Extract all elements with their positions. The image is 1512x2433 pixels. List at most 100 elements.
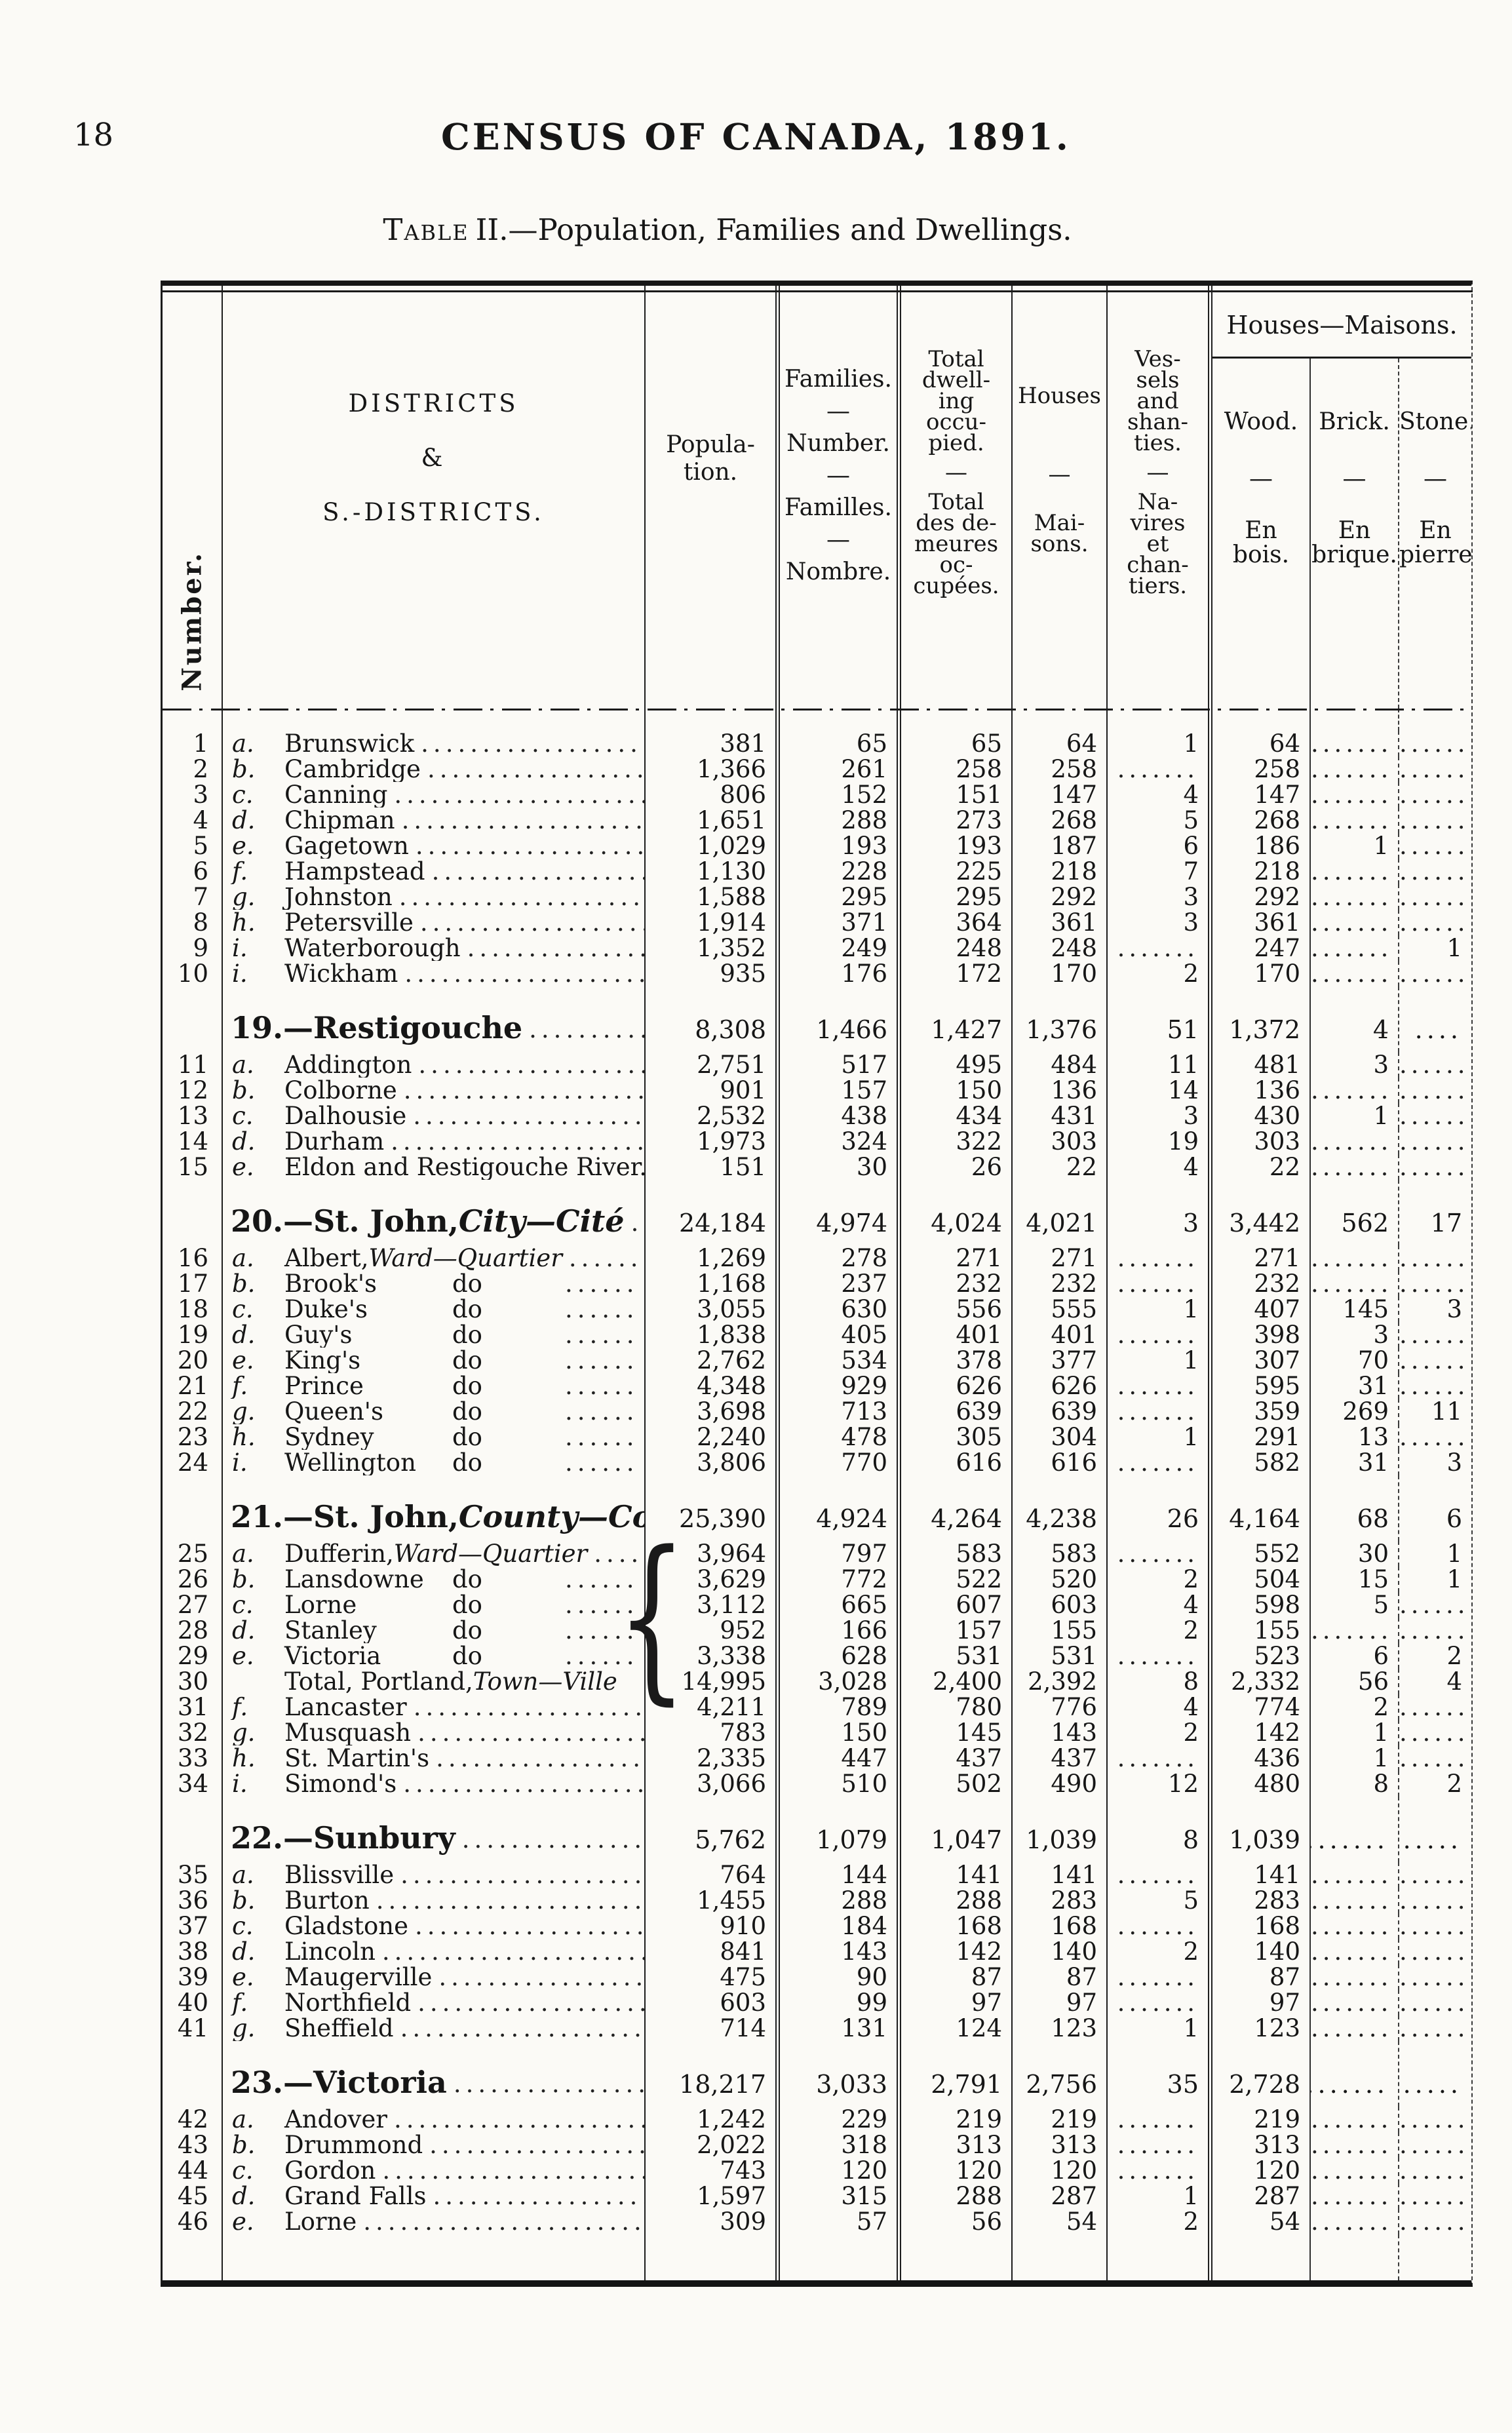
wood-cell: 291 [1208, 1424, 1309, 1450]
houses-cell: 603 [1011, 1592, 1106, 1618]
leader-dots: ........................................… [398, 884, 644, 910]
dwelling-cell: 232 [897, 1271, 1011, 1296]
header-line: and [1136, 388, 1179, 414]
wood-cell: 481 [1208, 1052, 1309, 1078]
dwelling-cell: 1,047 [897, 1797, 1011, 1862]
brick-cell: ....... [1309, 2107, 1398, 2132]
leader-dots: ........................................… [415, 833, 644, 859]
district-letter: g. [232, 2015, 256, 2041]
vessels-cell: 7 [1106, 859, 1208, 884]
row-number-cell: 40 [177, 1990, 208, 2015]
population-cell: 2,022 [644, 2132, 775, 2158]
stone-cell: ....... [1398, 1373, 1471, 1399]
leader-dots: ........................................… [381, 1939, 644, 1964]
district-name: Lancaster [284, 1694, 407, 1720]
houses-cell: 219 [1011, 2107, 1106, 2132]
vessels-cell: 8 [1106, 1669, 1208, 1694]
brick-cell: ....... [1309, 1129, 1398, 1154]
dwelling-cell: 288 [897, 2183, 1011, 2209]
wood-cell: 552 [1208, 1541, 1309, 1567]
district-letter: a. [232, 1541, 254, 1567]
houses-cell: 155 [1011, 1618, 1106, 1643]
houses-cell: 2,392 [1011, 1669, 1106, 1694]
brick-cell: ....... [1309, 1618, 1398, 1643]
brick-cell: ....... [1309, 1888, 1398, 1913]
dwelling-cell: 26 [897, 1154, 1011, 1180]
dwelling-cell: 1,427 [897, 986, 1011, 1052]
houses-cell: 87 [1011, 1964, 1106, 1990]
district-letter: g. [232, 884, 256, 910]
district-cell: b. Cambridge.............................… [222, 756, 644, 782]
district-cell: g. Queen's do.............................… [222, 1399, 644, 1424]
dwelling-cell: 271 [897, 1245, 1011, 1271]
brick-cell: 2 [1309, 1694, 1398, 1720]
stone-cell: ....... [1398, 2209, 1471, 2234]
row-number-cell: 1 [193, 731, 208, 756]
population-cell: 309 [644, 2209, 775, 2234]
dwelling-cell: 193 [897, 833, 1011, 859]
leader-dots: ........................................… [419, 910, 644, 935]
header-line: — [826, 462, 850, 489]
houses-cell: 484 [1011, 1052, 1106, 1078]
leader-dots: ........................................… [453, 2070, 644, 2098]
row-number-cell: 44 [177, 2158, 208, 2183]
brick-cell: ....... [1309, 1245, 1398, 1271]
brick-cell: ....... [1309, 2183, 1398, 2209]
district-letter: f. [232, 1694, 248, 1720]
brick-cell: 31 [1309, 1450, 1398, 1475]
ditto-mark: do [452, 1296, 482, 1322]
leader-dots: ........................................… [565, 1296, 638, 1322]
houses-cell: 248 [1011, 935, 1106, 961]
district-letter: e. [232, 833, 254, 859]
district-name-italic: Ward—Quartier [368, 1245, 562, 1271]
row-number-cell: 36 [177, 1888, 208, 1913]
row-number-cell: 3 [193, 782, 208, 808]
district-letter: b. [232, 2132, 256, 2158]
header-line: ties. [1134, 430, 1182, 456]
population-cell: 714 [644, 2015, 775, 2041]
section-number: 23. [231, 2065, 284, 2100]
brick-cell: 1 [1309, 1103, 1398, 1129]
ditto-mark: do [452, 1399, 482, 1424]
district-letter: b. [232, 1888, 256, 1913]
spacer-cell [897, 2234, 1011, 2280]
row-number-cell: 6 [193, 859, 208, 884]
district-name: Lincoln [284, 1939, 376, 1964]
brick-cell: 30 [1309, 1541, 1398, 1567]
dwelling-cell: 322 [897, 1129, 1011, 1154]
families-cell: 713 [775, 1399, 897, 1424]
district-name: Addington [284, 1052, 412, 1078]
dwelling-cell: 225 [897, 859, 1011, 884]
stone-cell: ....... [1398, 859, 1471, 884]
brick-cell: ....... [1309, 1939, 1398, 1964]
district-letter: c. [232, 1913, 254, 1939]
table-caption: Table II.—Population, Families and Dwelli… [0, 212, 1455, 247]
wood-cell: 123 [1208, 2015, 1309, 2041]
families-cell: 4,974 [775, 1180, 897, 1245]
row-number-cell: 24 [177, 1450, 208, 1475]
dwelling-cell: 172 [897, 961, 1011, 986]
dwelling-cell: 141 [897, 1862, 1011, 1888]
houses-cell: 170 [1011, 961, 1106, 986]
vessels-cell: ....... [1106, 2132, 1208, 2158]
district-letter: a. [232, 1052, 254, 1078]
header-line: — [1146, 459, 1169, 486]
brick-cell: ....... [1309, 1078, 1398, 1103]
houses-cell: 361 [1011, 910, 1106, 935]
population-cell: 8,308 [644, 986, 775, 1052]
dwelling-cell: 437 [897, 1745, 1011, 1771]
wood-cell: 168 [1208, 1913, 1309, 1939]
row-number-cell: 39 [177, 1964, 208, 1990]
population-cell: 3,055 [644, 1296, 775, 1322]
leader-dots: ........................................… [461, 1825, 644, 1854]
district-name: Hampstead [284, 859, 425, 884]
number-vertical-label: Number. [176, 551, 208, 691]
row-number-cell: 42 [177, 2107, 208, 2132]
spacer-cell [1208, 2234, 1309, 2280]
families-cell: 176 [775, 961, 897, 986]
district-name: Drummond [284, 2132, 423, 2158]
header-bottom-rule [163, 709, 1471, 710]
houses-cell: 232 [1011, 1271, 1106, 1296]
brick-cell: ....... [1309, 1964, 1398, 1990]
header-line: Na- [1137, 489, 1178, 515]
